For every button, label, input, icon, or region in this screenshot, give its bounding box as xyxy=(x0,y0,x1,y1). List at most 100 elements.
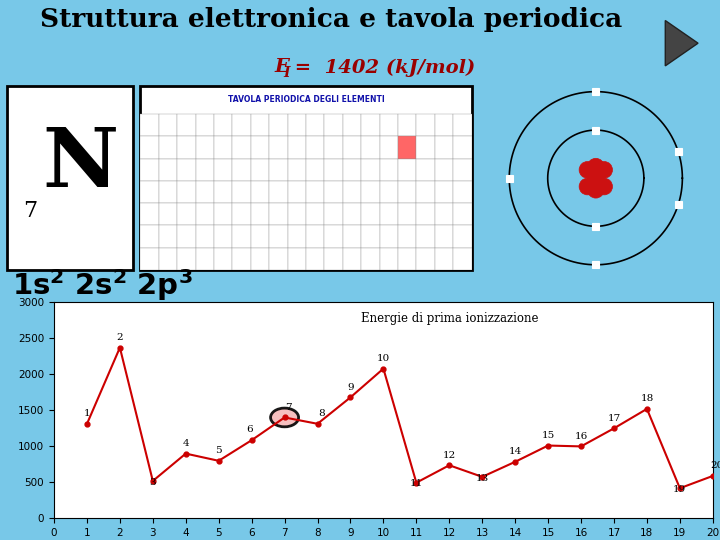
Bar xyxy=(453,136,472,159)
Text: 13: 13 xyxy=(476,474,489,483)
Text: 6: 6 xyxy=(246,426,253,435)
Bar xyxy=(196,181,214,203)
Bar xyxy=(379,114,398,136)
Bar xyxy=(453,203,472,225)
Text: TAVOLA PERIODICA DEGLI ELEMENTI: TAVOLA PERIODICA DEGLI ELEMENTI xyxy=(228,94,384,104)
Bar xyxy=(325,248,343,270)
Circle shape xyxy=(588,181,604,198)
Bar xyxy=(287,248,306,270)
Bar xyxy=(435,181,453,203)
Text: Struttura elettronica e tavola periodica: Struttura elettronica e tavola periodica xyxy=(40,6,622,31)
Circle shape xyxy=(579,161,596,178)
Bar xyxy=(379,181,398,203)
Bar xyxy=(435,114,453,136)
Bar xyxy=(306,136,325,159)
Bar xyxy=(306,203,325,225)
Text: 15: 15 xyxy=(541,431,554,440)
Bar xyxy=(159,181,177,203)
Bar xyxy=(343,159,361,181)
Bar xyxy=(196,203,214,225)
Bar xyxy=(306,225,325,248)
Bar xyxy=(269,225,287,248)
Bar xyxy=(251,181,269,203)
Bar xyxy=(251,248,269,270)
Bar xyxy=(214,136,233,159)
Bar xyxy=(287,181,306,203)
Bar xyxy=(196,114,214,136)
Text: 17: 17 xyxy=(608,414,621,423)
Bar xyxy=(416,136,435,159)
Circle shape xyxy=(596,161,613,178)
Text: 16: 16 xyxy=(575,431,588,441)
Text: I: I xyxy=(283,66,289,80)
Bar xyxy=(453,248,472,270)
Bar xyxy=(361,181,379,203)
Bar xyxy=(159,248,177,270)
Bar xyxy=(505,174,513,182)
Text: 8: 8 xyxy=(318,409,325,418)
Bar xyxy=(325,114,343,136)
Bar xyxy=(361,225,379,248)
Bar xyxy=(196,159,214,181)
Bar xyxy=(398,248,416,270)
Bar xyxy=(343,248,361,270)
Bar xyxy=(287,225,306,248)
Bar xyxy=(177,225,196,248)
Bar xyxy=(214,203,233,225)
Bar xyxy=(325,136,343,159)
Bar xyxy=(287,136,306,159)
Bar xyxy=(251,203,269,225)
Text: 7: 7 xyxy=(23,200,37,222)
Bar xyxy=(287,114,306,136)
Bar xyxy=(398,225,416,248)
Bar xyxy=(416,114,435,136)
Text: 19: 19 xyxy=(673,485,686,494)
Bar xyxy=(361,248,379,270)
Bar xyxy=(675,201,682,208)
Bar xyxy=(343,114,361,136)
Bar xyxy=(361,203,379,225)
Bar xyxy=(214,114,233,136)
Bar xyxy=(398,159,416,181)
Bar xyxy=(398,136,416,159)
Bar xyxy=(306,181,325,203)
Bar xyxy=(251,225,269,248)
Bar xyxy=(675,148,682,155)
Bar xyxy=(140,203,159,225)
Bar xyxy=(159,159,177,181)
Bar xyxy=(269,159,287,181)
Bar xyxy=(416,225,435,248)
Bar xyxy=(177,181,196,203)
Bar xyxy=(140,225,159,248)
Bar xyxy=(453,114,472,136)
Bar xyxy=(159,203,177,225)
Bar xyxy=(379,136,398,159)
Bar xyxy=(416,248,435,270)
Text: 10: 10 xyxy=(377,354,390,363)
Bar xyxy=(379,159,398,181)
Bar xyxy=(233,203,251,225)
Bar xyxy=(159,114,177,136)
Bar xyxy=(196,248,214,270)
Circle shape xyxy=(588,158,604,175)
Bar xyxy=(343,225,361,248)
Bar xyxy=(379,203,398,225)
Bar xyxy=(214,181,233,203)
Bar xyxy=(398,203,416,225)
Text: E: E xyxy=(275,58,289,76)
Bar xyxy=(177,114,196,136)
Bar xyxy=(269,181,287,203)
Bar xyxy=(196,225,214,248)
Bar xyxy=(140,248,159,270)
Bar xyxy=(269,248,287,270)
Bar xyxy=(159,225,177,248)
Bar xyxy=(325,159,343,181)
Bar xyxy=(140,159,159,181)
Bar xyxy=(416,159,435,181)
Bar xyxy=(453,225,472,248)
Bar xyxy=(177,248,196,270)
Text: 9: 9 xyxy=(347,383,354,391)
Bar xyxy=(435,203,453,225)
Bar xyxy=(233,136,251,159)
Bar xyxy=(306,114,325,136)
